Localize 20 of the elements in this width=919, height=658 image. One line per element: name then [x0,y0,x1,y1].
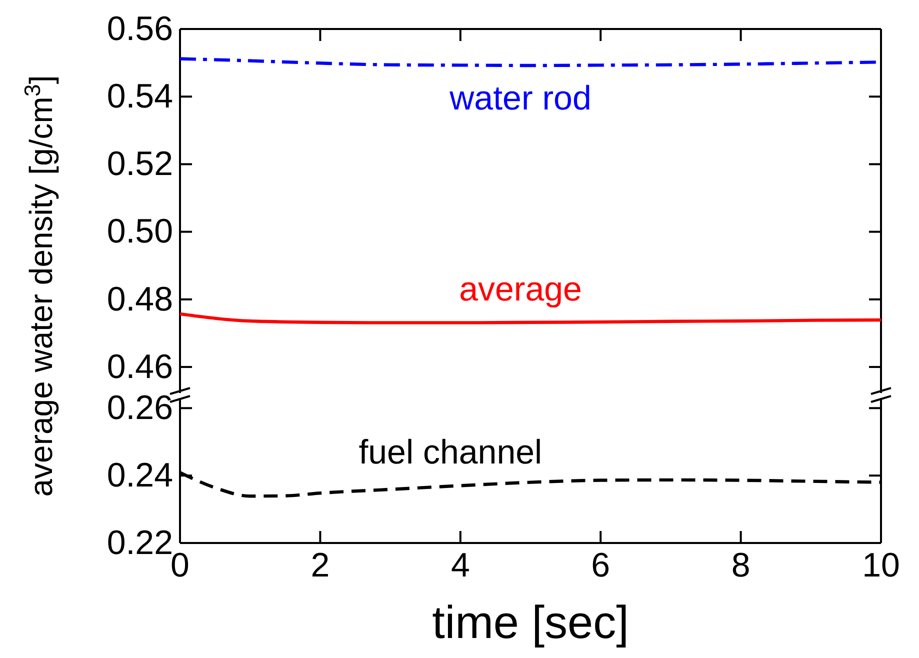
y-tick-label: 0.48 [106,280,173,318]
series-label: average [459,270,582,308]
x-tick-label: 6 [591,546,610,585]
series-label: fuel channel [358,434,542,472]
y-tick-label: 0.52 [106,145,173,184]
line-series [178,312,883,324]
y-tick-label: 0.22 [106,524,173,562]
y-tick-label: 0.46 [106,348,173,386]
y-tick-label: 0.56 [106,10,173,48]
x-tick-label: 10 [862,546,900,585]
y-tick-label: 0.24 [106,456,173,494]
y-tick-label: 0.50 [106,212,173,251]
y-tick-label: 0.54 [106,77,173,116]
x-axis-title: time [sec] [432,596,629,648]
y-tick-label: 0.26 [106,388,173,427]
x-tick-label: 0 [170,546,190,585]
x-tick-label: 8 [731,546,750,585]
x-tick-label: 2 [310,546,330,585]
series-label: water rod [448,80,592,118]
x-tick-label: 4 [450,546,470,585]
